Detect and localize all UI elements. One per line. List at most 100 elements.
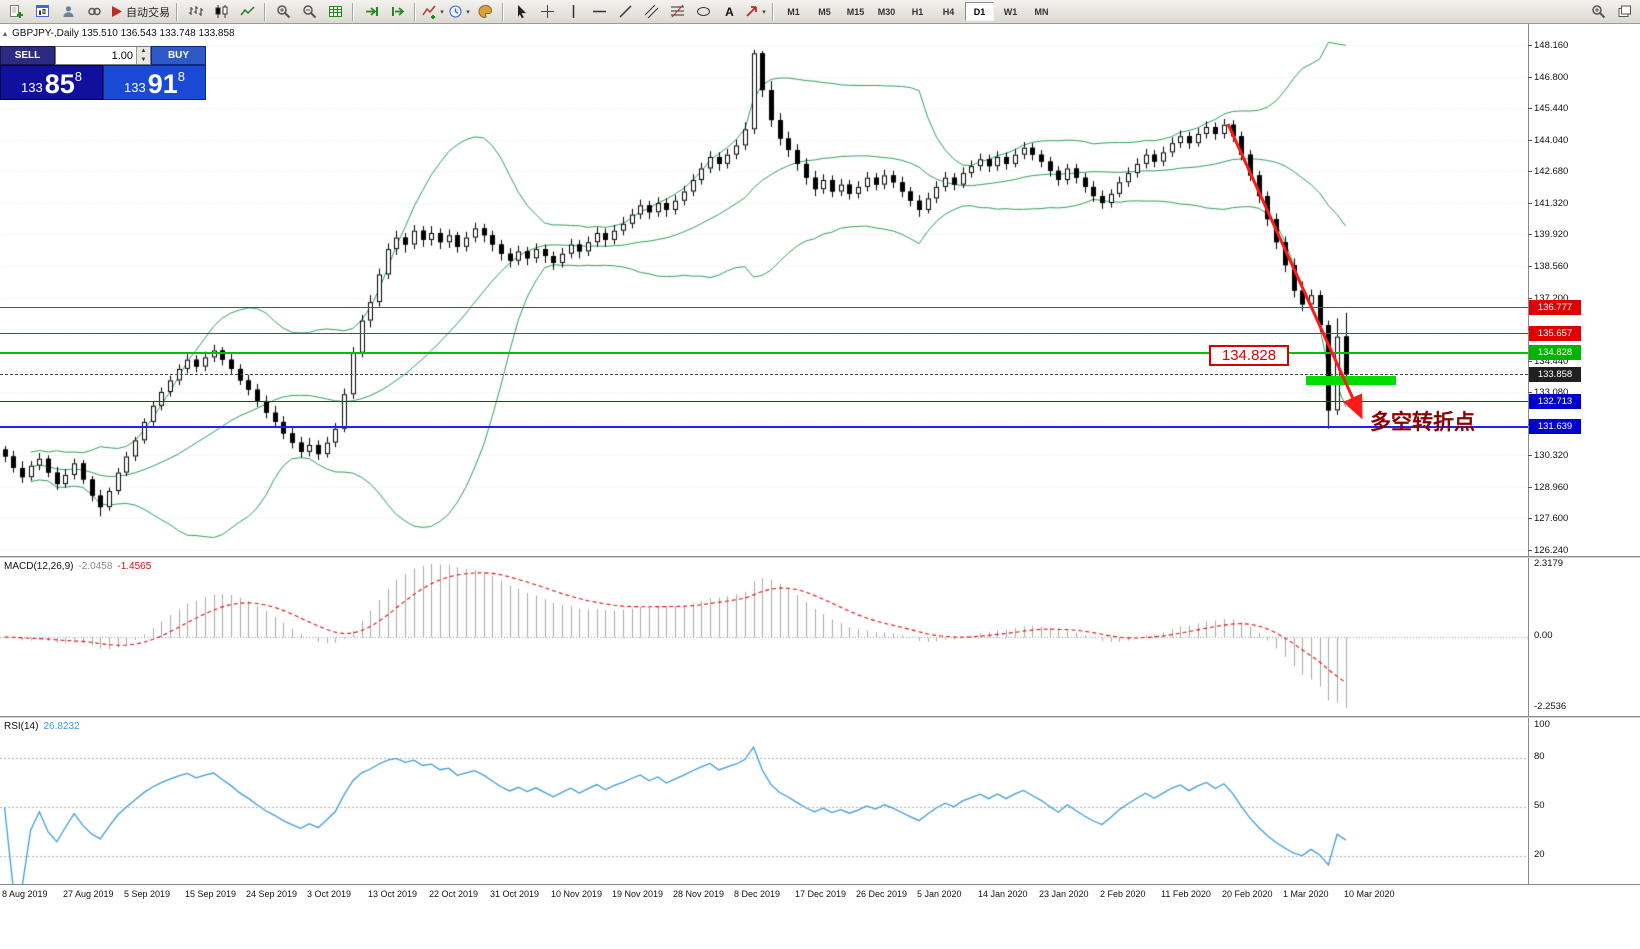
grid-button[interactable]: [322, 2, 348, 22]
sell-price-point: 8: [74, 69, 82, 84]
channel-button[interactable]: [638, 2, 664, 22]
one-click-toggle-icon[interactable]: ▴: [3, 29, 8, 38]
price-axis-tick: [1528, 203, 1532, 204]
horizontal-line-button[interactable]: [586, 2, 612, 22]
price-axis-tick: [1528, 550, 1532, 551]
timeframe-m15[interactable]: M15: [846, 6, 865, 17]
main-chart-canvas[interactable]: [0, 24, 1528, 556]
chart-shift-button[interactable]: [384, 2, 410, 22]
periods-button[interactable]: ▾: [446, 2, 472, 22]
panel-splitter[interactable]: [0, 556, 1640, 558]
time-axis-border: [0, 884, 1640, 885]
volume-up-icon[interactable]: ▲: [137, 47, 150, 56]
time-axis-label: 1 Mar 2020: [1283, 889, 1329, 899]
level-line-135.657[interactable]: [0, 333, 1528, 334]
indicators-icon: [422, 5, 436, 19]
templates-button[interactable]: [472, 2, 498, 22]
rsi-axis-label: 100: [1534, 719, 1550, 730]
cursor-icon: [517, 5, 526, 19]
crosshair-button[interactable]: [534, 2, 560, 22]
line-chart-button[interactable]: [234, 2, 260, 22]
volume-spinner[interactable]: ▲ ▼: [136, 47, 150, 64]
price-axis-label: 138.560: [1534, 261, 1569, 272]
text-button[interactable]: A: [716, 2, 742, 22]
price-axis-label: 145.440: [1534, 103, 1569, 114]
new-order-button[interactable]: [3, 2, 29, 22]
timeframe-mn[interactable]: MN: [1034, 6, 1049, 17]
chart-window-button[interactable]: [29, 2, 55, 22]
window-list-button[interactable]: [1611, 2, 1637, 22]
price-axis-label: 126.240: [1534, 545, 1569, 556]
trend-arrow-annotation[interactable]: [1222, 116, 1372, 426]
vertical-line-button[interactable]: [560, 2, 586, 22]
volume-stepper[interactable]: 1.00 ▲ ▼: [55, 46, 151, 65]
level-line-133.858[interactable]: [0, 374, 1528, 375]
chevron-down-icon[interactable]: ▾: [762, 8, 766, 16]
profile-button[interactable]: [55, 2, 81, 22]
rsi-axis-label: 50: [1534, 800, 1545, 811]
fibo-icon: [670, 4, 684, 18]
macd-value: -2.0458: [78, 561, 113, 572]
timeframe-h4[interactable]: H4: [942, 6, 955, 17]
person-icon: [63, 6, 73, 17]
timeframe-m5[interactable]: M5: [818, 6, 831, 17]
panel-splitter[interactable]: [0, 716, 1640, 718]
timeframe-d1[interactable]: D1: [965, 2, 994, 21]
zoom-in-button[interactable]: [270, 2, 296, 22]
level-line-134.828[interactable]: [0, 352, 1528, 354]
zoom-out-button[interactable]: [296, 2, 322, 22]
shapes-button[interactable]: [690, 2, 716, 22]
timeframe-m30[interactable]: M30: [877, 6, 896, 17]
volume-input[interactable]: 1.00: [111, 49, 133, 62]
toolbar-right-group: [1585, 2, 1637, 22]
time-axis[interactable]: 8 Aug 2019 27 Aug 2019 5 Sep 2019 15 Sep 20…: [0, 886, 1528, 906]
chevron-down-icon[interactable]: ▾: [440, 8, 444, 16]
cursor-button[interactable]: [508, 2, 534, 22]
auto-scroll-button[interactable]: [358, 2, 384, 22]
autotrading-button[interactable]: 自动交易: [107, 2, 172, 22]
ohlc-bars-button[interactable]: [182, 2, 208, 22]
buy-button[interactable]: BUY: [151, 46, 206, 65]
magnifier-button[interactable]: [1585, 2, 1611, 22]
chevron-down-icon[interactable]: ▾: [466, 8, 470, 16]
rsi-panel-canvas[interactable]: [0, 718, 1528, 884]
time-axis-label: 22 Oct 2019: [429, 889, 479, 899]
arrows-button[interactable]: ▾: [742, 2, 768, 22]
sell-price-display[interactable]: 133 85 8: [0, 65, 103, 100]
level-line-132.713[interactable]: [0, 401, 1528, 402]
volume-down-icon[interactable]: ▼: [137, 55, 150, 64]
level-line-131.639[interactable]: [0, 426, 1528, 428]
timeframe-w1[interactable]: W1: [1003, 6, 1018, 17]
timeframe-m1[interactable]: M1: [787, 6, 800, 17]
highlight-bar-annotation[interactable]: [1306, 376, 1396, 385]
buy-price-display[interactable]: 133 91 8: [103, 65, 206, 100]
macd-axis-label: 2.3179: [1534, 558, 1564, 569]
price-axis-label: 141.320: [1534, 198, 1569, 209]
level-line-136.777[interactable]: [0, 307, 1528, 308]
time-axis-label: 14 Jan 2020: [978, 889, 1028, 899]
price-axis-tick: [1528, 487, 1532, 488]
time-axis-label: 15 Sep 2019: [185, 889, 237, 899]
sell-price-base: 133: [21, 80, 43, 95]
community-button[interactable]: [81, 2, 107, 22]
price-annotation-label[interactable]: 134.828: [1209, 345, 1289, 366]
trendline-button[interactable]: [612, 2, 638, 22]
autoscroll-icon: [365, 7, 378, 16]
macd-panel-canvas[interactable]: [0, 558, 1528, 716]
time-axis-label: 24 Sep 2019: [246, 889, 298, 899]
price-axis-tick: [1528, 171, 1532, 172]
crosshair-icon: [540, 5, 554, 18]
candles-button[interactable]: [208, 2, 234, 22]
rsi-header: RSI(14) 26.8232: [4, 721, 80, 732]
autotrading-button-label: 自动交易: [126, 6, 170, 19]
indicators-button[interactable]: ▾: [420, 2, 446, 22]
turning-point-annotation[interactable]: 多空转折点: [1370, 411, 1475, 434]
price-axis-tick: [1528, 298, 1532, 299]
chart-window-icon: [35, 5, 49, 17]
time-axis-label: 26 Dec 2019: [856, 889, 908, 899]
time-axis-label: 27 Aug 2019: [63, 889, 114, 899]
sell-button[interactable]: SELL: [0, 46, 55, 65]
timeframe-h1[interactable]: H1: [911, 6, 924, 17]
fibonacci-button[interactable]: [664, 2, 690, 22]
